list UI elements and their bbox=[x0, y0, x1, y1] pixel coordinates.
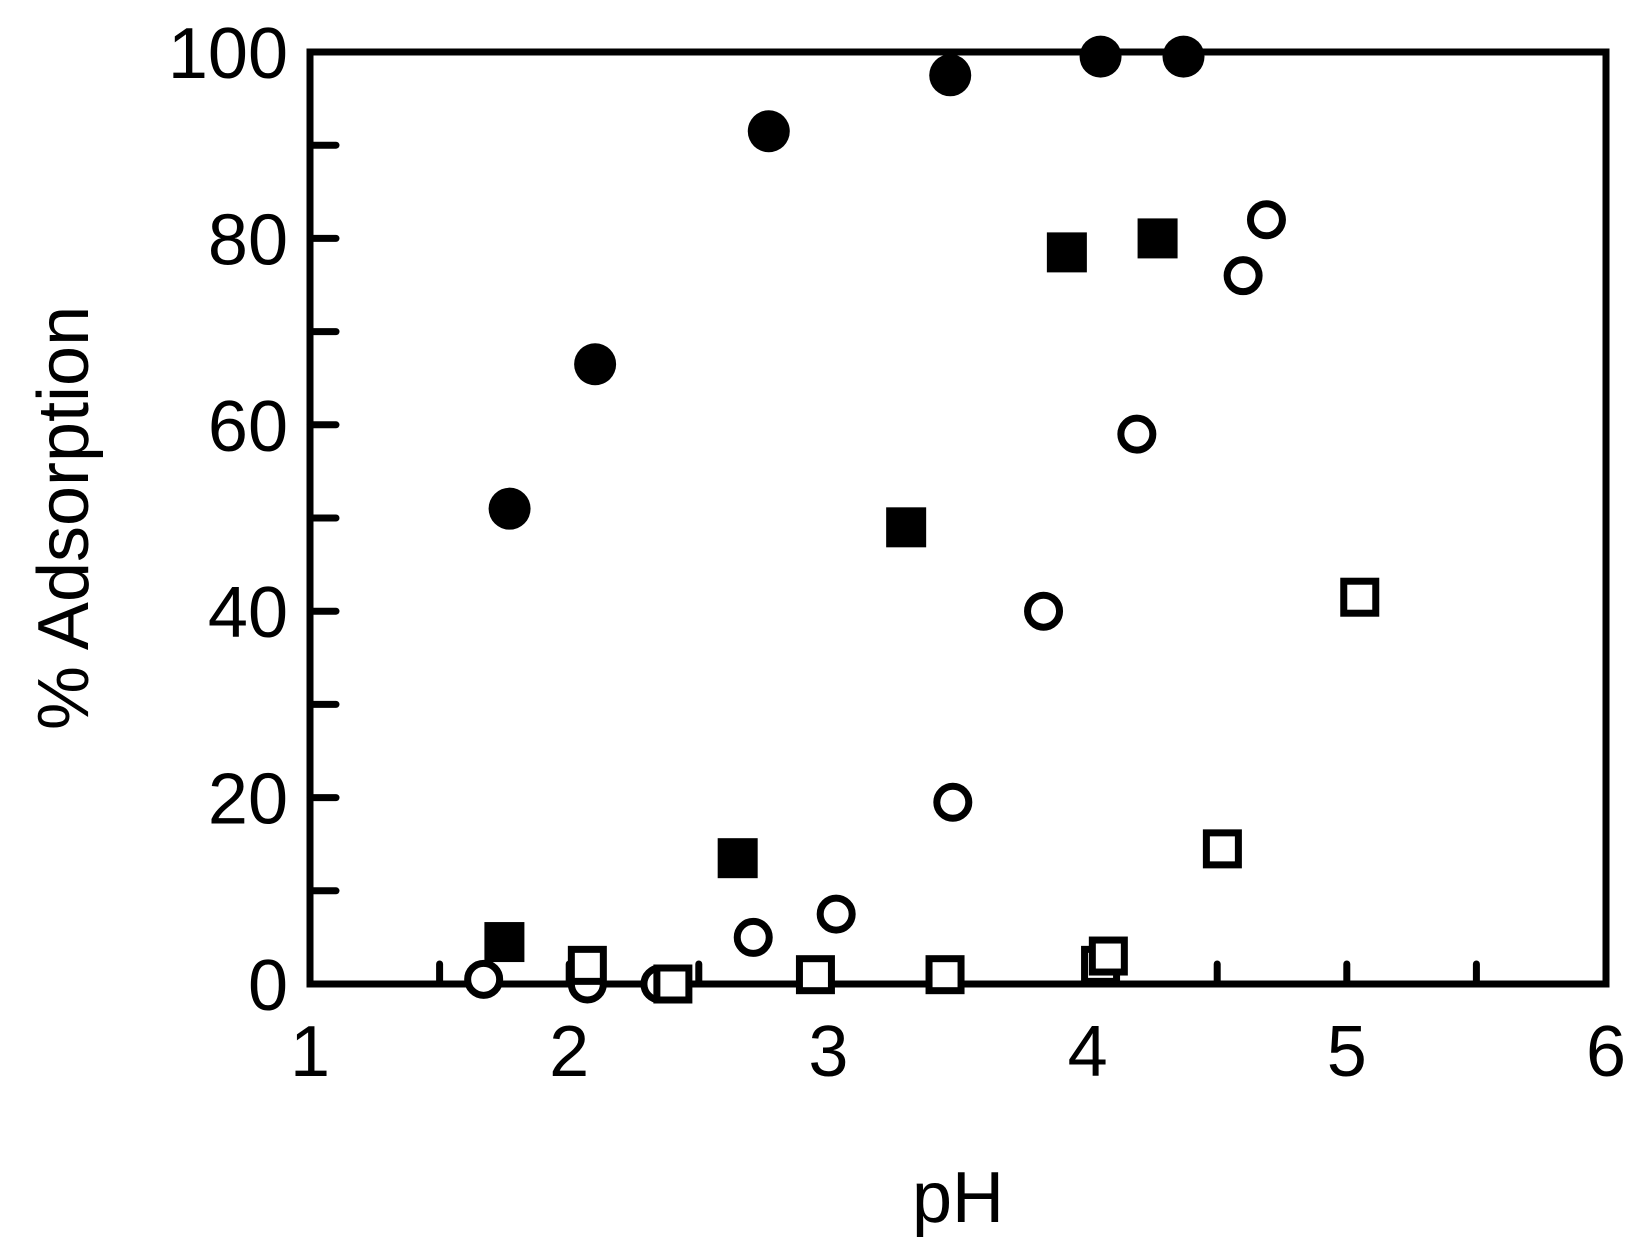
axis-ticks bbox=[306, 141, 1480, 988]
point-open-square bbox=[795, 955, 835, 995]
point-open-circle bbox=[1117, 414, 1157, 454]
axis-tick-labels: 0 20 40 60 80 100 1 2 3 4 5 6 bbox=[168, 14, 1626, 1092]
point-filled-circle bbox=[1162, 35, 1205, 78]
point-open-square bbox=[1088, 936, 1128, 976]
point-filled-square bbox=[886, 507, 927, 548]
point-open-circle bbox=[1223, 256, 1263, 296]
y-tick-label: 80 bbox=[208, 200, 288, 280]
point-filled-circle bbox=[1079, 35, 1122, 78]
x-tick-label: 2 bbox=[549, 1012, 589, 1092]
y-tick-label: 100 bbox=[168, 14, 288, 94]
point-open-square bbox=[1340, 577, 1380, 617]
point-open-square bbox=[1202, 829, 1242, 869]
point-filled-circle bbox=[574, 343, 617, 386]
point-open-circle bbox=[1024, 591, 1064, 631]
x-tick-label: 5 bbox=[1327, 1012, 1367, 1092]
point-filled-square bbox=[484, 922, 525, 963]
point-open-circle bbox=[816, 894, 856, 934]
point-filled-square bbox=[717, 838, 758, 879]
y-tick-label: 40 bbox=[208, 573, 288, 653]
y-tick-label: 20 bbox=[208, 760, 288, 840]
point-filled-square bbox=[1137, 218, 1178, 259]
x-tick-label: 1 bbox=[290, 1012, 330, 1092]
x-tick-label: 3 bbox=[808, 1012, 848, 1092]
point-filled-circle bbox=[747, 110, 790, 153]
point-open-square bbox=[925, 955, 965, 995]
x-axis-title: pH bbox=[912, 1158, 1004, 1238]
x-tick-label: 4 bbox=[1068, 1012, 1108, 1092]
point-open-square bbox=[653, 964, 693, 1004]
data-points bbox=[464, 35, 1380, 1004]
y-tick-label: 60 bbox=[208, 387, 288, 467]
point-open-circle bbox=[733, 917, 773, 957]
y-tick-label: 0 bbox=[248, 946, 288, 1026]
point-open-square bbox=[567, 945, 607, 985]
point-filled-circle bbox=[488, 487, 531, 530]
point-open-circle bbox=[464, 959, 504, 999]
x-tick-label: 6 bbox=[1586, 1012, 1626, 1092]
point-filled-circle bbox=[929, 54, 972, 97]
y-axis-title: % Adsorption bbox=[24, 306, 104, 730]
point-open-circle bbox=[1246, 200, 1286, 240]
point-open-circle bbox=[933, 782, 973, 822]
point-filled-square bbox=[1046, 232, 1087, 273]
